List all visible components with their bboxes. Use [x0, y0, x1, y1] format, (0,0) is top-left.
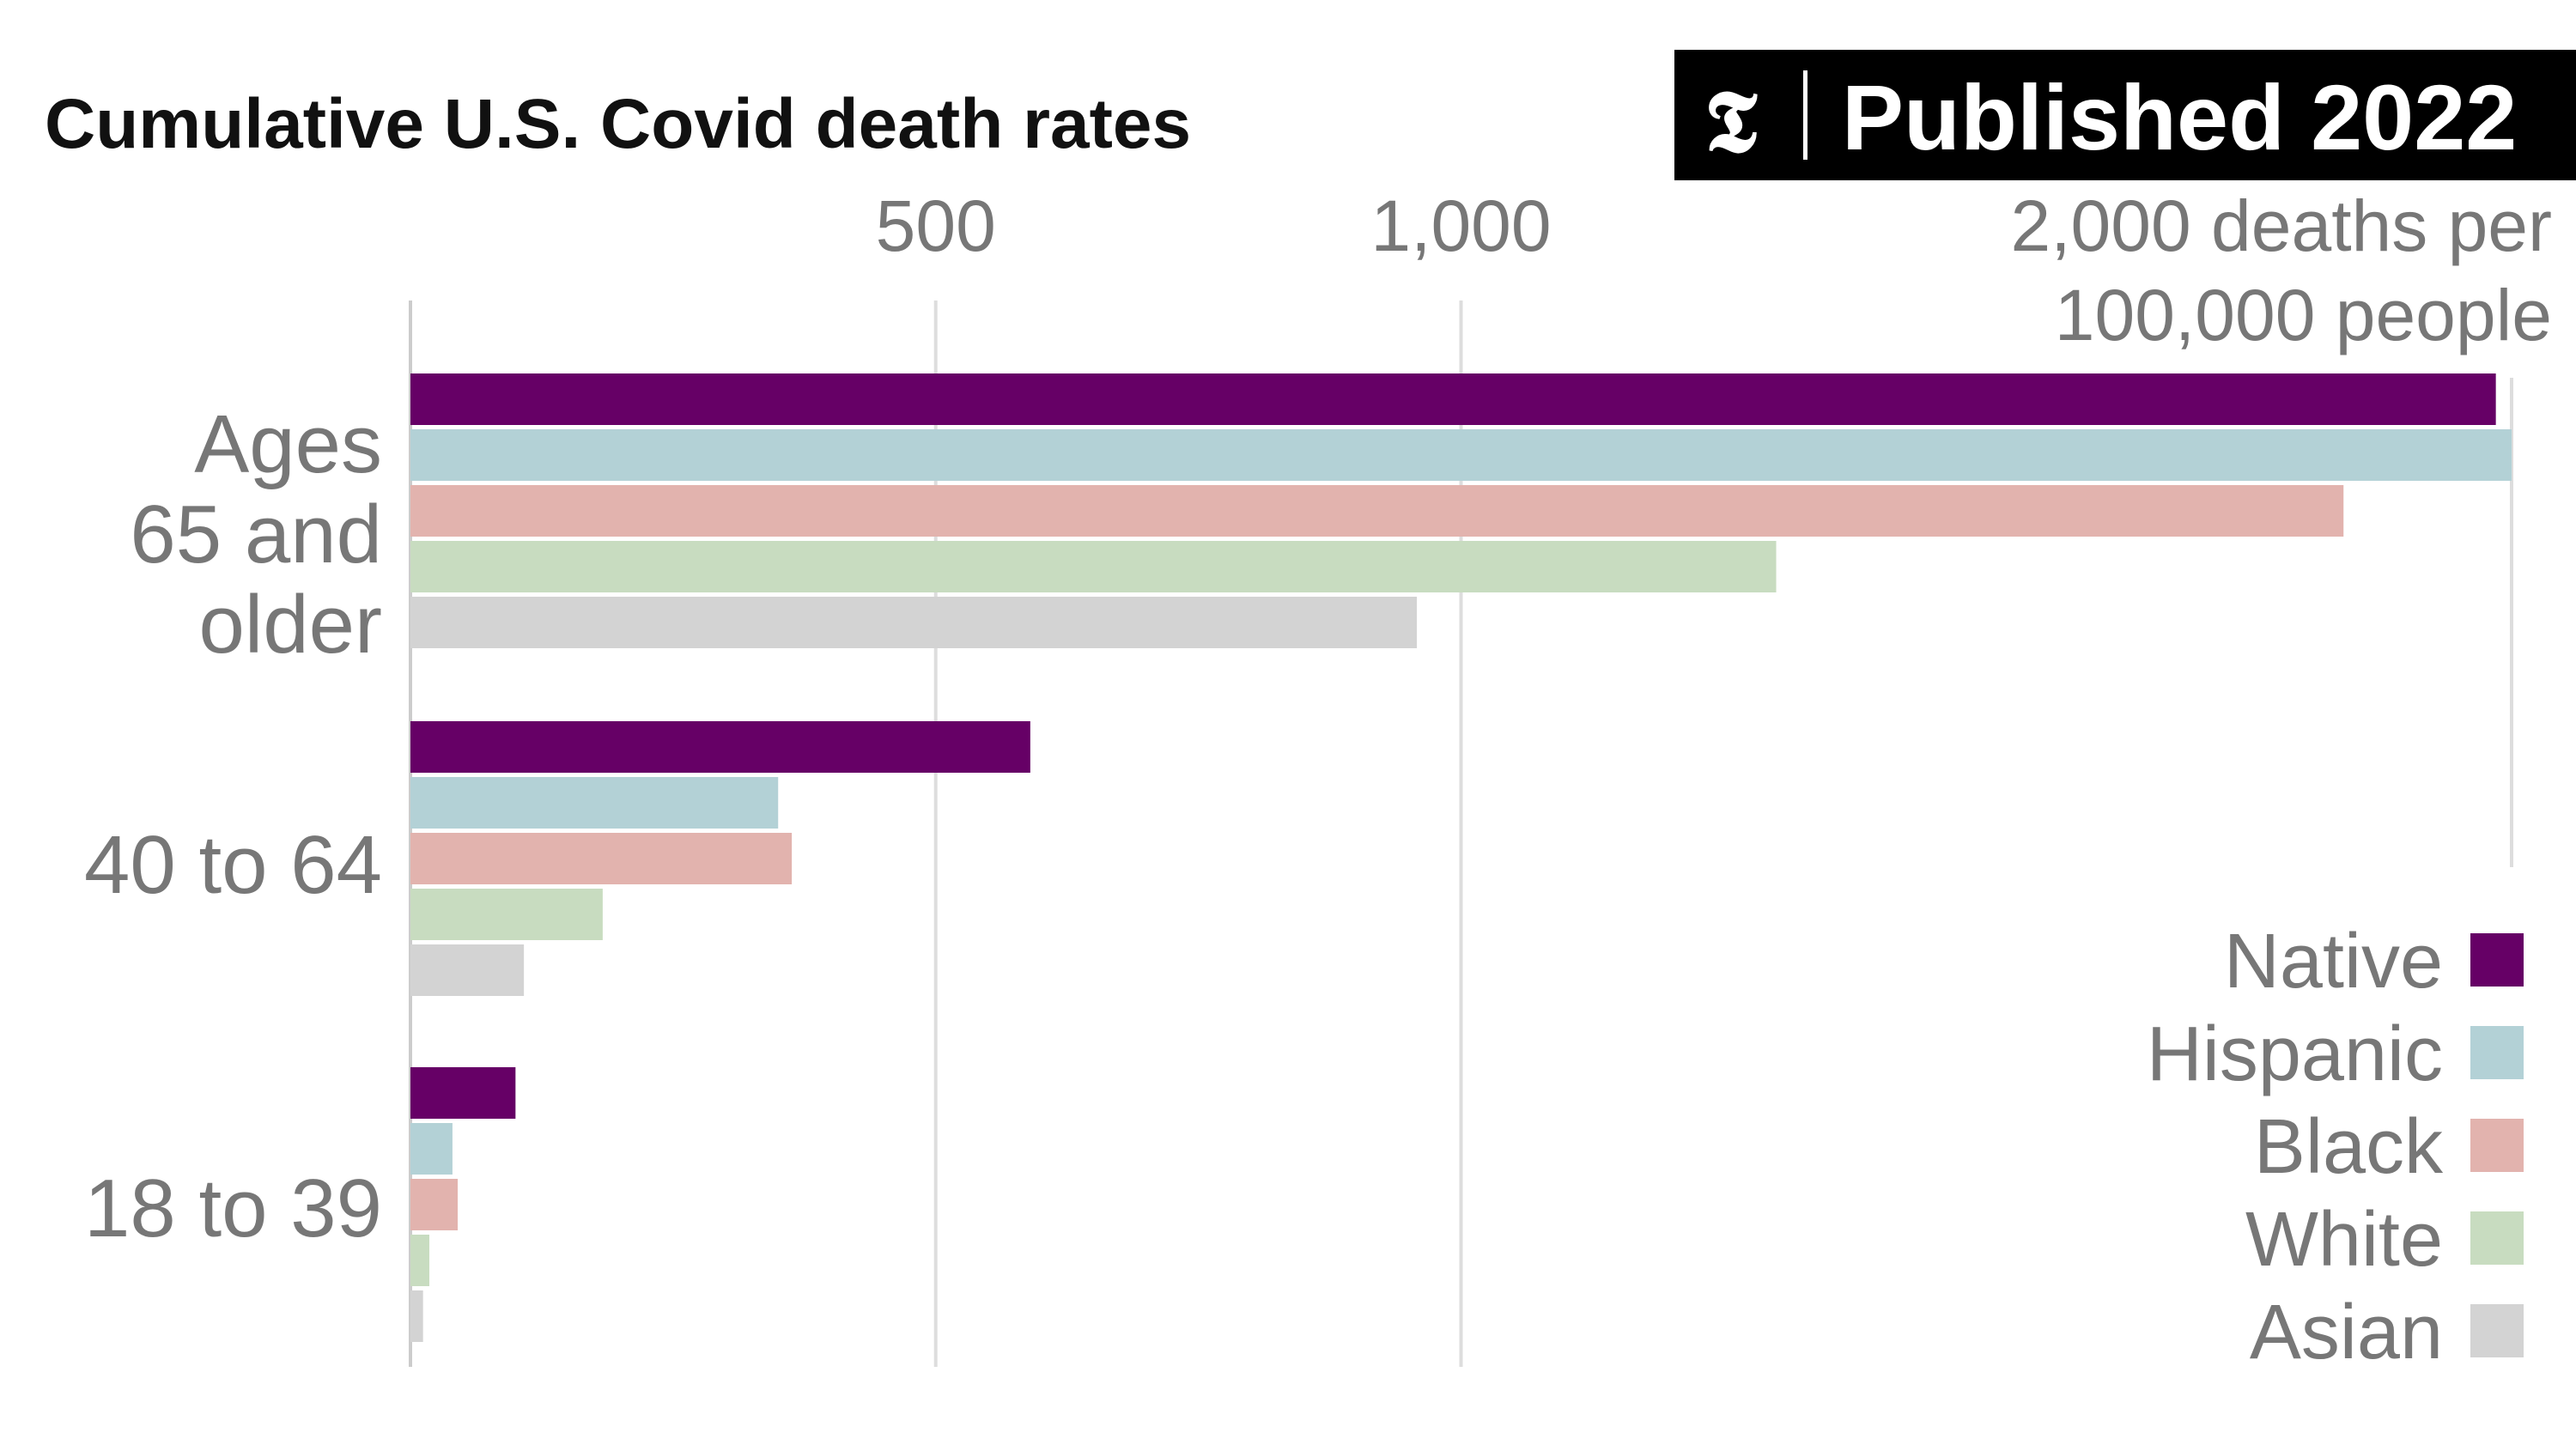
bar-native-1: [410, 721, 1030, 773]
bar-native-2: [410, 1067, 516, 1119]
bar-white-0: [410, 541, 1777, 592]
tick-label-2000: 2,000 deaths per: [2011, 185, 2553, 266]
legend-swatch-black: [2470, 1119, 2524, 1172]
legend-swatch-hispanic: [2470, 1026, 2524, 1079]
badge-background: [1674, 50, 2576, 180]
tick-label-1000: 1,000: [1370, 185, 1551, 266]
legend-label-native: Native: [2224, 919, 2443, 1005]
bar-black-2: [410, 1179, 459, 1230]
bars: [410, 373, 2512, 1342]
legend-swatch-white: [2470, 1211, 2524, 1265]
badge-text: Published 2022: [1842, 65, 2517, 169]
bar-native-0: [410, 373, 2496, 425]
legend-label-white: White: [2245, 1197, 2443, 1283]
badge-divider: [1803, 70, 1807, 160]
bar-black-1: [410, 833, 793, 884]
nyt-logo-icon: 𝕿: [1704, 75, 1758, 170]
bar-asian-2: [410, 1290, 423, 1342]
legend-swatch-asian: [2470, 1304, 2524, 1357]
chart-title: Cumulative U.S. Covid death rates: [45, 85, 1191, 163]
x-axis-ticks: 500 1,000 2,000 deaths per 100,000 people: [876, 185, 2552, 355]
legend-label-asian: Asian: [2250, 1290, 2443, 1375]
bar-black-0: [410, 485, 2344, 537]
legend-label-black: Black: [2254, 1104, 2444, 1190]
legend-swatch-native: [2470, 933, 2524, 987]
bar-asian-1: [410, 944, 525, 996]
category-label-1-line0: 40 to 64: [84, 819, 382, 911]
bar-asian-0: [410, 597, 1418, 648]
category-label-0-line1: 65 and: [130, 489, 382, 580]
legend-label-hispanic: Hispanic: [2147, 1011, 2443, 1097]
category-label-0-line0: Ages: [194, 398, 382, 490]
category-label-0-line2: older: [199, 579, 382, 671]
tick-label-2000-line2: 100,000 people: [2055, 275, 2552, 355]
bar-hispanic-1: [410, 777, 779, 829]
bar-hispanic-0: [410, 429, 2512, 481]
category-label-2-line0: 18 to 39: [84, 1163, 382, 1254]
bar-hispanic-2: [410, 1123, 453, 1175]
published-badge: 𝕿 Published 2022: [1674, 50, 2576, 180]
bar-white-1: [410, 889, 603, 940]
bar-white-2: [410, 1235, 430, 1286]
tick-label-500: 500: [876, 185, 996, 266]
